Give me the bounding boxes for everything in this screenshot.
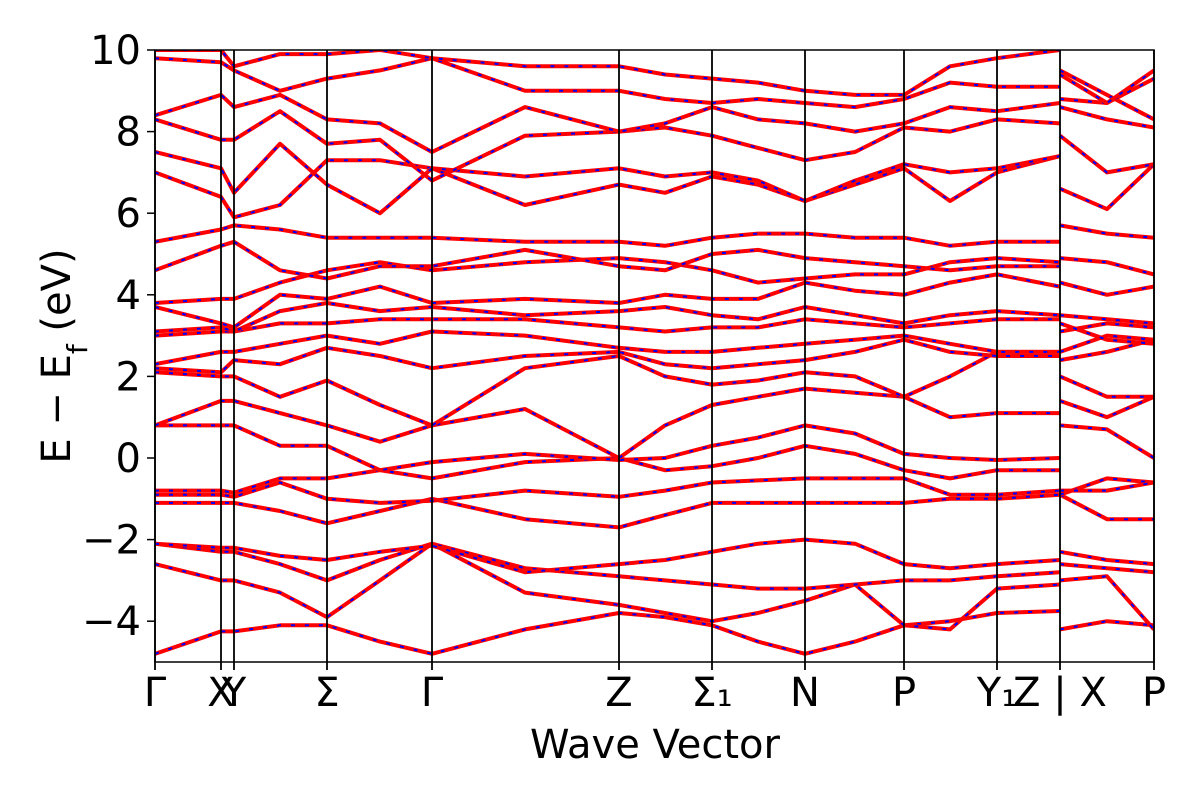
band-dash [155,338,1154,374]
y-tick-label: 8 [116,110,141,156]
y-tick-label: −4 [82,599,141,645]
y-label-unit: (eV) [34,248,80,344]
y-axis-label: E − Ef (eV) [34,248,94,463]
x-tick-label: Z [605,670,632,716]
x-tick-label: Y [221,670,247,716]
band [155,537,1154,575]
band-dash [155,542,1154,590]
band-dash [155,493,1154,529]
band-dash [155,224,1154,247]
x-tick-label: Σ [314,670,339,716]
band-dash [155,106,1154,182]
band-dash [155,350,1154,427]
band [155,443,1154,495]
band-dash [155,134,1154,215]
band-dash [155,257,1154,304]
band-dash [155,330,1154,366]
band [155,223,1154,248]
band-dash [155,387,1154,459]
band [155,541,1154,591]
band [155,56,1154,110]
plot-area [155,50,1154,656]
x-tick-label: X [207,670,234,716]
band-dash [155,302,1154,345]
band [155,609,1154,656]
x-tick-label: Σ₁ [691,670,732,716]
y-tick-label: 0 [116,436,141,482]
band-dash [155,424,1154,472]
band [155,329,1154,367]
x-tick-label: Γ [421,670,444,716]
band-dash [155,542,1154,631]
band [155,317,1154,338]
x-tick-label: P [892,670,916,716]
band-dash [155,155,1154,219]
y-tick-label: 6 [116,191,141,237]
x-tick-label: P [1142,670,1166,716]
band-dash [155,69,1154,153]
band [155,492,1154,530]
band-dash [155,273,1154,329]
y-label-main: E − E [34,354,80,464]
band-dash [155,538,1154,574]
x-axis-label: Wave Vector [530,722,781,768]
x-tick-label: N [790,670,820,716]
y-label-sub: f [61,343,94,354]
band-dash [155,57,1154,109]
x-tick-label: Y₁ [976,670,1017,716]
y-tick-label: −2 [82,518,141,564]
band-dash [155,50,1154,104]
y-tick-label: 4 [116,273,141,319]
y-tick-label: 2 [116,354,141,400]
y-tick-label: 10 [90,28,141,74]
band-dash [155,240,1154,280]
band-dash [155,444,1154,494]
x-tick-label: Z | X [1013,670,1107,716]
x-tick-label: Γ [144,670,167,716]
band-dash [155,610,1154,655]
